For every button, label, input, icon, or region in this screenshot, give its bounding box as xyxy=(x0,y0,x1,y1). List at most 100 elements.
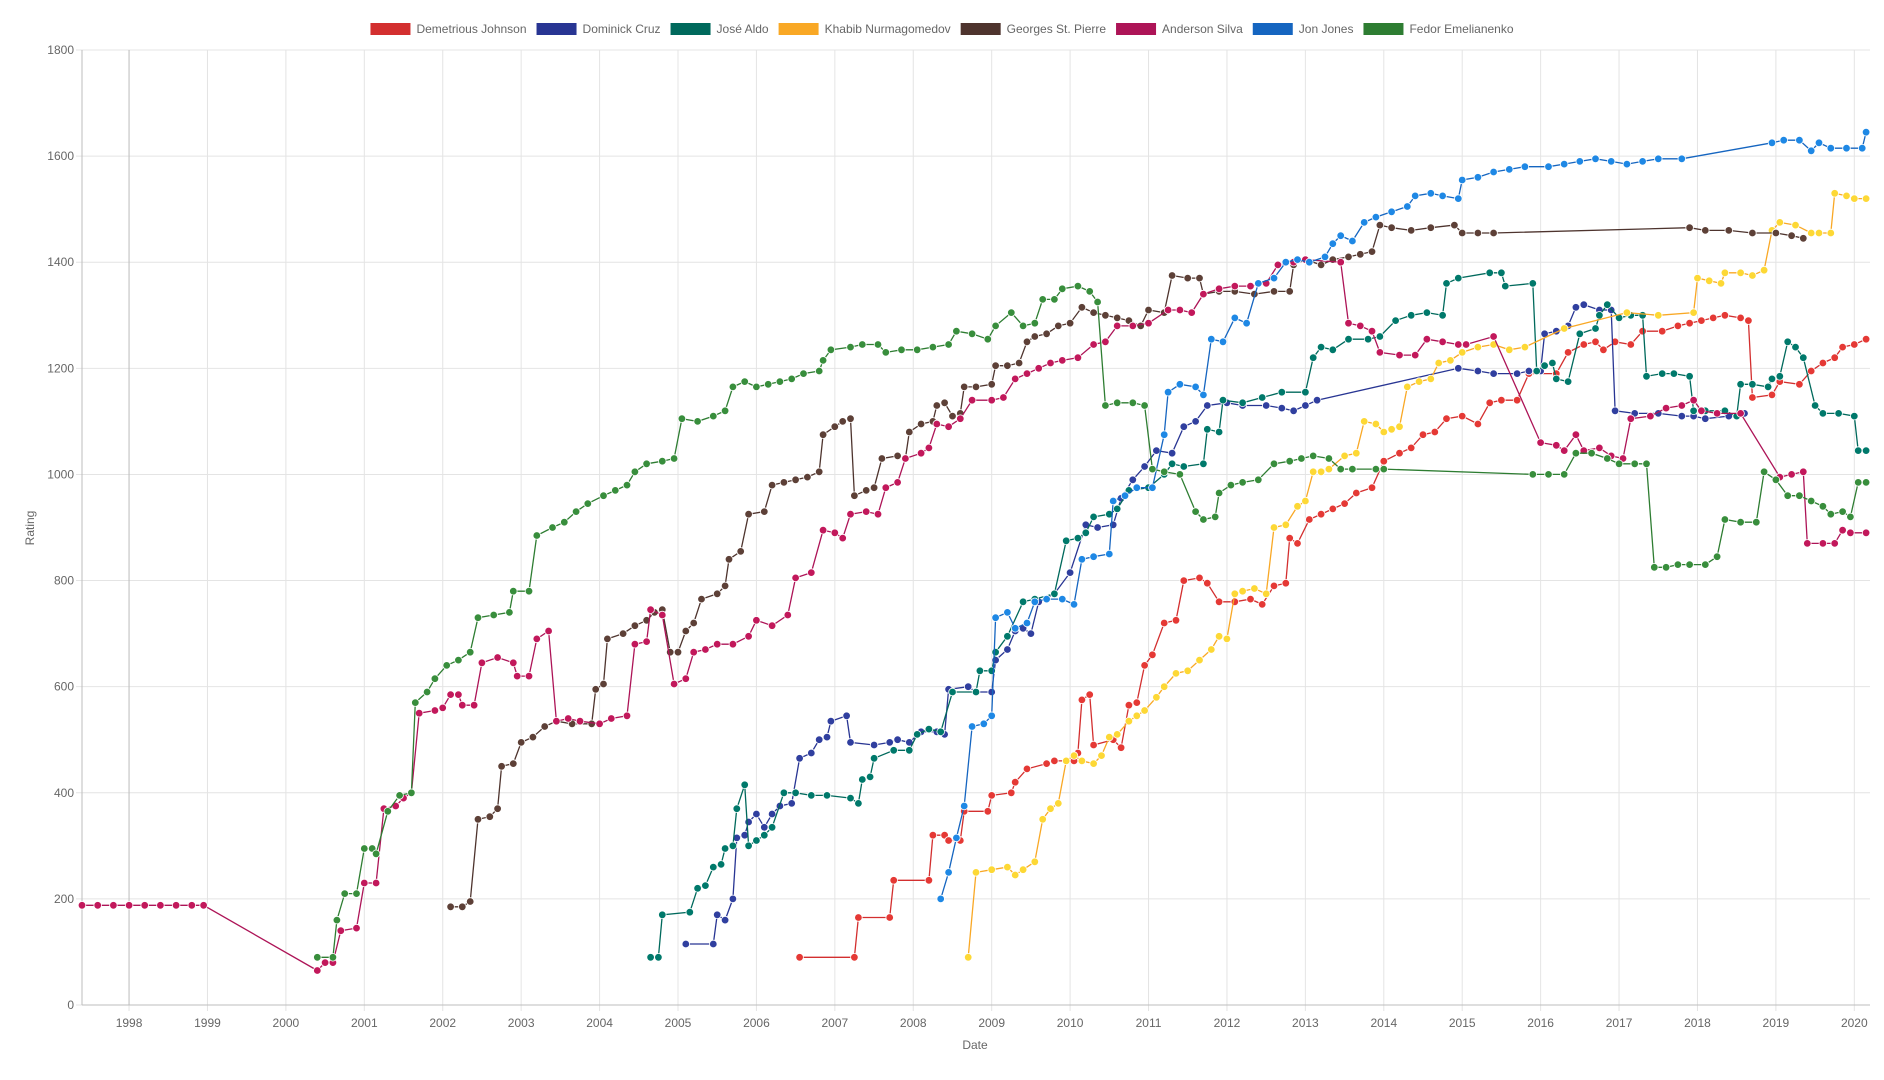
data-point xyxy=(1638,157,1647,166)
data-point xyxy=(1622,308,1632,317)
data-point xyxy=(897,345,906,354)
data-point xyxy=(846,414,855,423)
legend-item[interactable]: Fedor Emelianenko xyxy=(1363,22,1514,36)
data-point xyxy=(1308,451,1318,461)
data-point xyxy=(1505,345,1514,354)
data-point xyxy=(1022,764,1032,774)
data-point xyxy=(1159,682,1169,691)
data-point xyxy=(971,868,981,877)
data-point xyxy=(1140,706,1149,715)
data-point xyxy=(1124,717,1134,726)
data-point xyxy=(199,901,208,910)
data-point xyxy=(1073,533,1083,543)
data-point xyxy=(1085,287,1094,296)
data-point xyxy=(1638,311,1647,320)
data-point xyxy=(1391,316,1400,325)
data-point xyxy=(360,878,369,888)
data-point xyxy=(1677,401,1686,410)
data-point xyxy=(709,862,718,872)
data-point xyxy=(658,457,667,466)
data-point xyxy=(332,915,342,925)
data-point xyxy=(532,531,541,540)
series-line xyxy=(450,224,1804,908)
data-point xyxy=(1689,396,1698,405)
data-point xyxy=(1199,515,1208,524)
data-point xyxy=(928,831,938,840)
data-point xyxy=(630,640,640,649)
data-point xyxy=(1406,311,1416,320)
x-tick-label: 2002 xyxy=(429,1016,456,1030)
data-point xyxy=(1850,340,1859,349)
legend-label: Demetrious Johnson xyxy=(416,22,526,36)
data-point xyxy=(822,732,832,742)
series-dominick-cruz xyxy=(681,300,1749,949)
data-point xyxy=(1422,308,1432,317)
data-point xyxy=(587,719,596,728)
data-point xyxy=(1712,409,1722,418)
data-point xyxy=(313,966,322,975)
x-axis-title: Date xyxy=(962,1038,988,1052)
legend-item[interactable]: Dominick Cruz xyxy=(536,22,661,36)
legend[interactable]: Demetrious Johnson Dominick Cruz José Aldo… xyxy=(370,22,1514,36)
legend-item[interactable]: Jon Jones xyxy=(1252,22,1354,36)
data-point xyxy=(1563,348,1573,357)
data-point xyxy=(1148,483,1157,492)
data-point xyxy=(646,953,655,962)
data-point xyxy=(469,701,479,710)
data-point xyxy=(1101,337,1110,346)
data-point xyxy=(1673,321,1683,331)
data-point xyxy=(1685,560,1694,569)
data-point xyxy=(767,823,777,832)
data-point xyxy=(673,648,683,657)
data-point xyxy=(1736,518,1745,527)
data-point xyxy=(1857,143,1867,153)
data-point xyxy=(1167,449,1177,458)
data-point xyxy=(1771,228,1781,238)
data-point xyxy=(924,443,934,453)
legend-label: Georges St. Pierre xyxy=(1007,22,1107,36)
legend-item[interactable]: Georges St. Pierre xyxy=(960,22,1107,36)
data-point xyxy=(1661,563,1671,572)
data-point xyxy=(1226,480,1236,490)
data-point xyxy=(1120,491,1130,500)
legend-item[interactable]: José Aldo xyxy=(670,22,769,36)
data-point xyxy=(1203,401,1212,410)
data-point xyxy=(1638,327,1647,336)
data-point xyxy=(732,833,741,843)
data-point xyxy=(1846,528,1855,537)
data-point xyxy=(1167,271,1177,280)
legend-item[interactable]: Khabib Nurmagomedov xyxy=(778,22,951,36)
data-point xyxy=(1011,374,1020,384)
data-point xyxy=(1591,324,1600,333)
data-point xyxy=(991,321,1000,331)
data-point xyxy=(822,791,832,800)
data-point xyxy=(1422,335,1432,344)
legend-label: José Aldo xyxy=(717,22,769,36)
data-point xyxy=(952,833,961,843)
data-point xyxy=(1544,162,1553,171)
data-point xyxy=(1701,414,1710,423)
data-point xyxy=(689,648,698,657)
data-point xyxy=(1222,634,1232,644)
legend-item[interactable]: Anderson Silva xyxy=(1116,22,1243,36)
data-point xyxy=(1210,512,1220,522)
x-tick-label: 2011 xyxy=(1136,1016,1162,1030)
data-point xyxy=(1363,335,1373,344)
data-point xyxy=(862,507,871,516)
data-point xyxy=(1297,454,1306,463)
x-tick-label: 2015 xyxy=(1449,1016,1476,1030)
data-point xyxy=(987,687,996,697)
data-point xyxy=(1159,430,1169,439)
data-point xyxy=(987,865,996,874)
data-point xyxy=(1701,560,1710,569)
x-tick-label: 2019 xyxy=(1763,1016,1790,1030)
data-point xyxy=(1316,467,1326,476)
data-point xyxy=(1473,342,1483,352)
data-point xyxy=(1285,287,1294,296)
data-point xyxy=(1344,252,1353,262)
data-point xyxy=(924,876,934,885)
legend-item[interactable]: Demetrious Johnson xyxy=(370,22,527,36)
data-point xyxy=(1387,425,1396,434)
data-point xyxy=(1199,390,1208,400)
data-point xyxy=(681,674,690,683)
